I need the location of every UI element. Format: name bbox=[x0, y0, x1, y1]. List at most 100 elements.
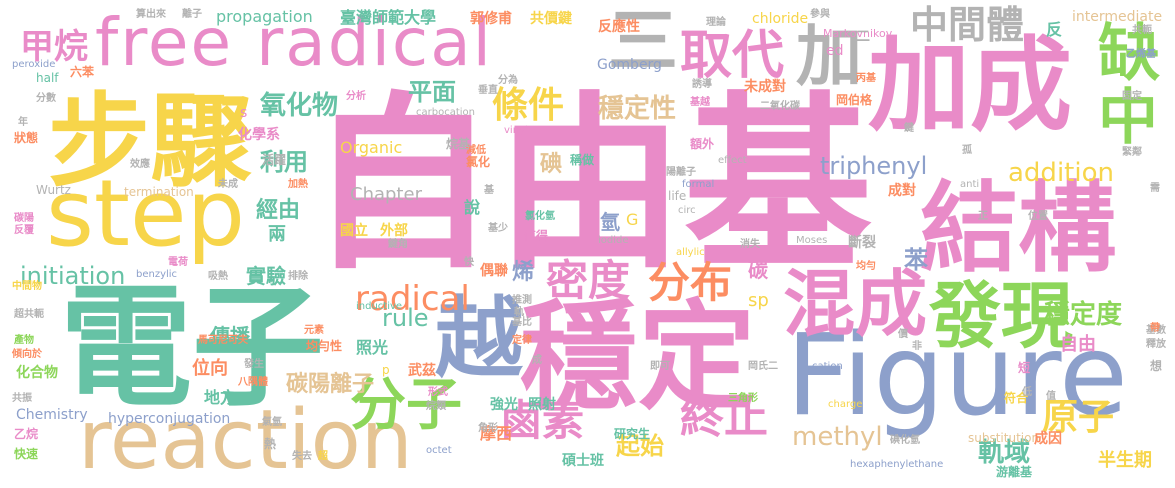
word-w15: 取代 bbox=[680, 26, 785, 86]
word-w169: 加熱 bbox=[288, 179, 308, 190]
word-w113: 烷基 bbox=[446, 137, 471, 151]
word-w33: Chapter bbox=[350, 184, 422, 205]
word-w26: 終止 bbox=[680, 392, 768, 443]
word-w17: 三 bbox=[608, 0, 678, 82]
word-w66: hyperconjugation bbox=[108, 411, 231, 427]
word-w34: Organic bbox=[340, 138, 403, 157]
word-w75: 摩西 bbox=[480, 424, 513, 443]
word-w124: 角形 bbox=[478, 423, 498, 434]
word-w174: 元素 bbox=[304, 325, 324, 336]
word-w9: step bbox=[46, 160, 246, 267]
word-w179: 低 bbox=[1022, 387, 1032, 398]
word-w182: 需 bbox=[1150, 183, 1160, 194]
word-w105: cation bbox=[812, 361, 843, 372]
word-w177: 即可 bbox=[650, 361, 670, 372]
word-w23: 分布 bbox=[648, 258, 733, 307]
word-w196: 兩 bbox=[268, 224, 286, 245]
word-w99: circ bbox=[678, 205, 696, 216]
word-w137: 固定 bbox=[1122, 91, 1142, 102]
word-w191: 分為 bbox=[498, 75, 518, 86]
word-w158: 算出來 bbox=[136, 9, 166, 20]
word-w98: life bbox=[668, 189, 687, 203]
word-w93: Wurtz bbox=[36, 183, 71, 197]
word-w186: 正 bbox=[978, 211, 988, 222]
word-w78: 武茲 bbox=[408, 363, 436, 379]
word-w147: 超共軛 bbox=[14, 309, 44, 320]
word-w108: peroxide bbox=[12, 59, 56, 70]
word-w135: 乙烯基 bbox=[1126, 49, 1156, 60]
word-w19: 中 bbox=[1098, 83, 1158, 153]
word-w139: 位置 bbox=[1028, 211, 1048, 222]
word-w163: 基越 bbox=[690, 97, 710, 108]
word-w103: inductive bbox=[356, 301, 403, 312]
word-w152: 快速 bbox=[14, 447, 39, 461]
word-w176: 定律 bbox=[512, 335, 532, 346]
word-w110: 化學系 bbox=[238, 127, 280, 143]
word-w149: 傾向於 bbox=[12, 349, 42, 360]
word-w164: 額外 bbox=[690, 137, 715, 151]
word-w144: 碳陽 bbox=[14, 213, 34, 224]
word-w90: 氯化 bbox=[466, 155, 491, 169]
word-w120: 馬可尼可夫 bbox=[198, 335, 248, 346]
word-w62: 氫 bbox=[600, 210, 620, 234]
word-w58: 經由 bbox=[256, 198, 301, 223]
word-w76: 照射 bbox=[528, 397, 556, 413]
word-w31: addition bbox=[1008, 158, 1114, 188]
word-w48: 郭修甫 bbox=[470, 11, 512, 27]
word-w44: 實驗 bbox=[246, 264, 286, 288]
word-w107: octet bbox=[426, 445, 452, 456]
word-w116: 鍵角 bbox=[388, 239, 408, 250]
word-w60: 烯 bbox=[512, 260, 535, 285]
word-w81: 地方 bbox=[204, 388, 237, 407]
word-w109: anti bbox=[960, 179, 980, 190]
word-w57: 苯 bbox=[904, 246, 928, 274]
word-w39: 碳陽離子 bbox=[286, 372, 375, 397]
word-w3: 電子 bbox=[60, 271, 324, 425]
word-w154: 狀態 bbox=[14, 131, 39, 145]
word-w38: 利用 bbox=[260, 148, 308, 176]
word-w30: initiation bbox=[20, 262, 126, 290]
word-w2: free radical bbox=[95, 4, 493, 81]
word-w115: 值得 bbox=[524, 229, 549, 243]
word-w104: benzylic bbox=[136, 269, 178, 280]
word-w43: 傳播 bbox=[210, 324, 250, 348]
word-w67: hexaphenylethane bbox=[850, 459, 944, 470]
word-w13: 越 bbox=[435, 287, 524, 390]
word-w199: 軌 bbox=[514, 307, 524, 318]
word-w136: 共軛 bbox=[1132, 25, 1152, 36]
word-w151: 乙烷 bbox=[14, 427, 39, 441]
word-w150: 共振 bbox=[12, 393, 32, 404]
word-w178: 短 bbox=[1018, 361, 1031, 375]
word-w121: 八隅體 bbox=[238, 377, 268, 388]
word-w86: 說 bbox=[464, 198, 481, 217]
word-w12: 發現 bbox=[929, 274, 1074, 358]
word-w77: 強光 bbox=[490, 397, 518, 413]
word-w122: 形式 bbox=[428, 387, 448, 398]
word-w128: 碘化氫 bbox=[890, 435, 920, 446]
word-w6: 加成 bbox=[868, 27, 1072, 146]
word-w18: 缺 bbox=[1087, 20, 1160, 82]
word-w16: 加 bbox=[796, 18, 862, 95]
word-w145: 反覆 bbox=[14, 225, 34, 236]
word-w45: rule bbox=[382, 304, 429, 332]
word-w185: 鍵 bbox=[904, 123, 914, 134]
word-w21: 甲烷 bbox=[20, 27, 88, 67]
word-w64: termination bbox=[124, 185, 194, 199]
word-w194: p bbox=[382, 363, 390, 377]
word-w140: 均勻 bbox=[856, 261, 876, 272]
word-w55: 未成對 bbox=[744, 79, 786, 95]
word-w161: 參與 bbox=[810, 9, 830, 20]
word-w50: chloride bbox=[752, 11, 809, 27]
word-w72: 反 bbox=[1046, 20, 1063, 39]
word-w153: 年 bbox=[18, 117, 28, 128]
word-w63: G bbox=[626, 210, 639, 229]
word-w69: 半生期 bbox=[1098, 450, 1152, 471]
word-w25: 鹵素 bbox=[500, 396, 585, 445]
word-w127: 岡氏二 bbox=[748, 361, 778, 372]
word-w70: 成因 bbox=[1034, 431, 1062, 447]
word-w114: 氯化氫 bbox=[525, 211, 555, 222]
word-w111: 活躍 bbox=[262, 153, 287, 167]
word-w85: 稱做 bbox=[570, 153, 595, 167]
word-w168: 未成 bbox=[218, 179, 238, 190]
